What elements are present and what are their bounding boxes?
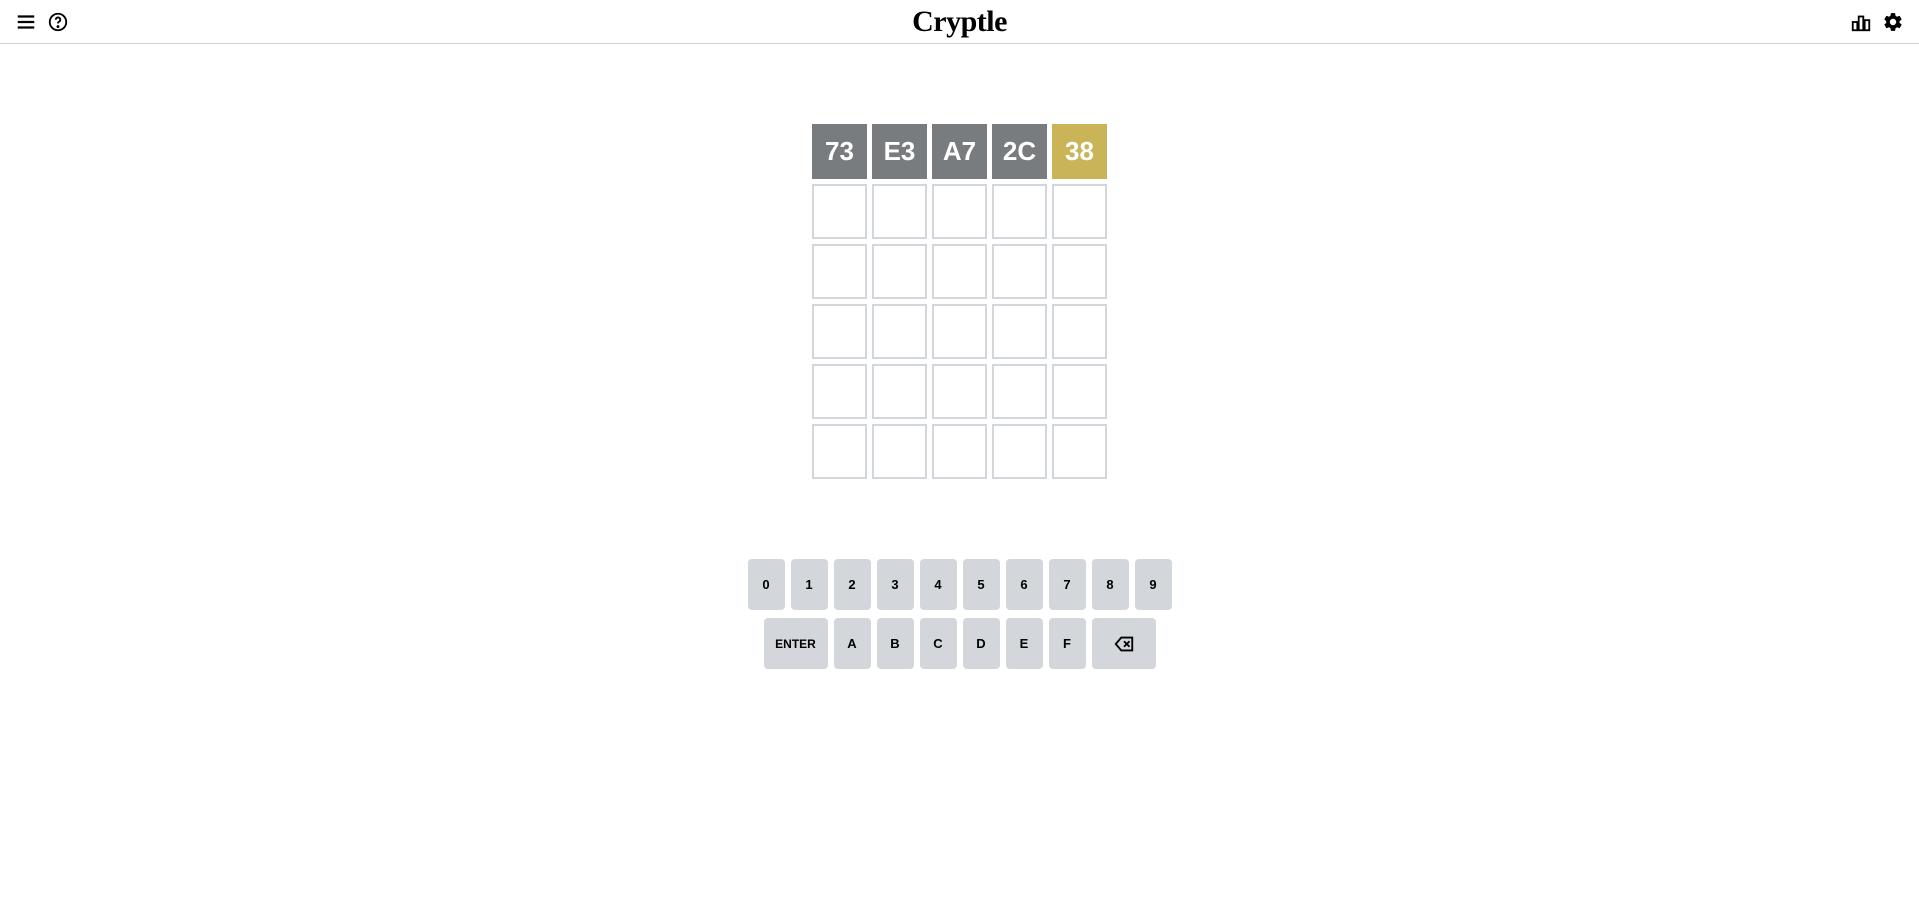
tile (812, 184, 867, 239)
key-5[interactable]: 5 (963, 559, 1000, 610)
tile: E3 (872, 124, 927, 179)
tile (812, 364, 867, 419)
key-7[interactable]: 7 (1049, 559, 1086, 610)
board-row (812, 184, 1107, 239)
key-C[interactable]: C (920, 618, 957, 669)
keyboard-row-1: 0123456789 (748, 559, 1172, 610)
board-row (812, 424, 1107, 479)
tile: 38 (1052, 124, 1107, 179)
board-row (812, 364, 1107, 419)
tile (812, 244, 867, 299)
tile (872, 364, 927, 419)
tile (992, 304, 1047, 359)
key-D[interactable]: D (963, 618, 1000, 669)
menu-icon[interactable] (14, 10, 38, 34)
key-4[interactable]: 4 (920, 559, 957, 610)
board-row: 73E3A72C38 (812, 124, 1107, 179)
tile (992, 364, 1047, 419)
key-enter[interactable]: ENTER (764, 618, 828, 669)
key-E[interactable]: E (1006, 618, 1043, 669)
key-2[interactable]: 2 (834, 559, 871, 610)
key-F[interactable]: F (1049, 618, 1086, 669)
gear-icon[interactable] (1881, 10, 1905, 34)
tile (1052, 364, 1107, 419)
key-6[interactable]: 6 (1006, 559, 1043, 610)
header-left (14, 10, 70, 34)
tile: 73 (812, 124, 867, 179)
tile (1052, 424, 1107, 479)
tile (812, 424, 867, 479)
tile (1052, 184, 1107, 239)
key-9[interactable]: 9 (1135, 559, 1172, 610)
tile (812, 304, 867, 359)
help-icon[interactable] (46, 10, 70, 34)
keyboard-row-2: ENTERABCDEF (764, 618, 1156, 669)
tile: 2C (992, 124, 1047, 179)
game-container: 73E3A72C38 0123456789 ENTERABCDEF (0, 44, 1919, 669)
board-row (812, 304, 1107, 359)
key-0[interactable]: 0 (748, 559, 785, 610)
tile (1052, 244, 1107, 299)
tile (932, 424, 987, 479)
tile (992, 424, 1047, 479)
stats-icon[interactable] (1849, 10, 1873, 34)
tile (932, 244, 987, 299)
key-8[interactable]: 8 (1092, 559, 1129, 610)
key-1[interactable]: 1 (791, 559, 828, 610)
page-title: Cryptle (912, 5, 1007, 39)
header: Cryptle (0, 0, 1919, 44)
board-row (812, 244, 1107, 299)
tile (1052, 304, 1107, 359)
tile (872, 424, 927, 479)
tile (872, 184, 927, 239)
game-board: 73E3A72C38 (812, 124, 1107, 479)
tile (992, 184, 1047, 239)
key-3[interactable]: 3 (877, 559, 914, 610)
tile (932, 184, 987, 239)
header-right (1849, 10, 1905, 34)
tile (872, 304, 927, 359)
key-B[interactable]: B (877, 618, 914, 669)
tile: A7 (932, 124, 987, 179)
tile (932, 364, 987, 419)
tile (932, 304, 987, 359)
key-A[interactable]: A (834, 618, 871, 669)
key-backspace[interactable] (1092, 618, 1156, 669)
keyboard: 0123456789 ENTERABCDEF (748, 559, 1172, 669)
tile (872, 244, 927, 299)
tile (992, 244, 1047, 299)
